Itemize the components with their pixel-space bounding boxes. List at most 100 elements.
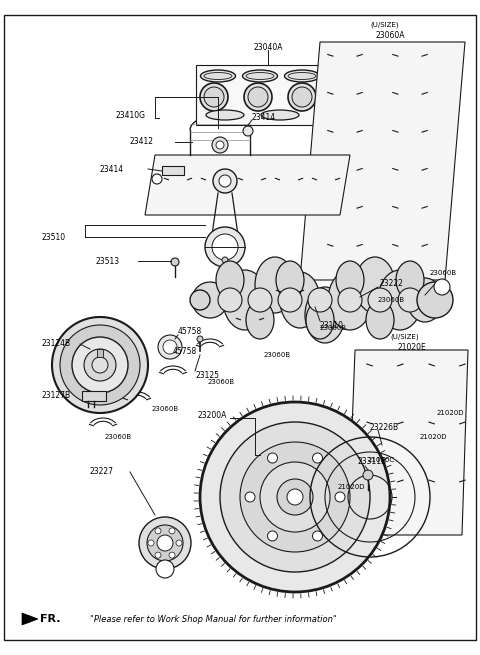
Text: (U/SIZE): (U/SIZE) [371,22,399,28]
Circle shape [417,282,453,318]
Circle shape [155,528,161,534]
Circle shape [260,462,330,532]
Circle shape [398,288,422,312]
Ellipse shape [396,261,424,299]
Circle shape [312,531,323,541]
Ellipse shape [378,270,422,330]
Circle shape [163,340,177,354]
Text: 23513: 23513 [95,257,119,267]
Bar [97,349,103,357]
Ellipse shape [288,73,316,79]
Ellipse shape [216,261,244,299]
Circle shape [60,325,140,405]
Text: 23410G: 23410G [115,111,145,119]
Ellipse shape [305,287,345,343]
Circle shape [267,453,277,463]
Text: 23222: 23222 [380,278,404,288]
Ellipse shape [192,282,228,318]
Circle shape [240,442,350,552]
Ellipse shape [246,73,274,79]
Ellipse shape [206,110,244,120]
Circle shape [176,540,182,546]
Ellipse shape [306,301,334,339]
Ellipse shape [242,70,277,82]
Bar [82,391,106,401]
Bar [162,166,184,175]
Ellipse shape [336,261,364,299]
Circle shape [218,288,242,312]
Polygon shape [348,350,468,535]
Circle shape [197,336,203,342]
Text: 23414: 23414 [252,113,276,121]
Text: 21020E: 21020E [397,343,426,352]
Circle shape [84,349,116,381]
Circle shape [267,531,277,541]
Circle shape [363,470,373,480]
Circle shape [212,234,238,260]
Circle shape [72,337,128,393]
Text: 23040A: 23040A [253,43,283,52]
Circle shape [338,288,362,312]
Circle shape [156,560,174,578]
Circle shape [335,492,345,502]
Circle shape [434,279,450,295]
Text: 23125: 23125 [195,371,219,379]
Circle shape [220,422,370,572]
Circle shape [190,290,210,310]
Text: 23060B: 23060B [264,352,291,358]
Circle shape [200,83,228,111]
Text: 45758: 45758 [178,328,202,337]
Circle shape [248,87,268,107]
Text: 23412: 23412 [130,138,154,147]
Text: (U/SIZE): (U/SIZE) [391,334,420,340]
Ellipse shape [223,270,267,330]
Polygon shape [300,42,465,280]
Ellipse shape [261,110,299,120]
Circle shape [244,83,272,111]
Ellipse shape [246,301,274,339]
Circle shape [245,492,255,502]
Text: 23200A: 23200A [198,411,228,419]
Circle shape [243,126,253,136]
Circle shape [277,479,313,515]
Circle shape [200,402,390,592]
Circle shape [288,83,316,111]
Polygon shape [196,65,355,125]
Circle shape [368,288,392,312]
Circle shape [213,169,237,193]
Circle shape [248,288,272,312]
Ellipse shape [366,301,394,339]
Circle shape [157,535,173,551]
Circle shape [92,357,108,373]
Text: 23510: 23510 [42,233,66,242]
Text: 23060B: 23060B [208,379,235,385]
Circle shape [169,552,175,558]
Text: 23127B: 23127B [42,390,71,400]
Text: 23110: 23110 [320,320,344,329]
Text: 21020D: 21020D [420,434,447,440]
Text: A: A [163,567,167,572]
Circle shape [222,257,228,263]
Ellipse shape [255,257,295,313]
Circle shape [52,317,148,413]
Circle shape [216,141,224,149]
Text: "Please refer to Work Shop Manual for further information": "Please refer to Work Shop Manual for fu… [90,614,337,624]
Ellipse shape [280,272,320,328]
Text: FR.: FR. [40,614,60,624]
Circle shape [205,227,245,267]
Ellipse shape [276,261,304,299]
Circle shape [158,335,182,359]
Text: 45758: 45758 [173,346,197,356]
Text: 23060B: 23060B [105,434,132,440]
Text: 23060A: 23060A [375,31,405,39]
Text: 23226B: 23226B [370,422,399,432]
Circle shape [287,489,303,505]
Text: 23414: 23414 [100,164,124,174]
Polygon shape [145,155,350,215]
Ellipse shape [328,270,372,330]
Text: 23060B: 23060B [152,406,179,412]
Circle shape [169,528,175,534]
Circle shape [152,174,162,184]
Circle shape [292,87,312,107]
Text: 21020D: 21020D [338,484,365,490]
